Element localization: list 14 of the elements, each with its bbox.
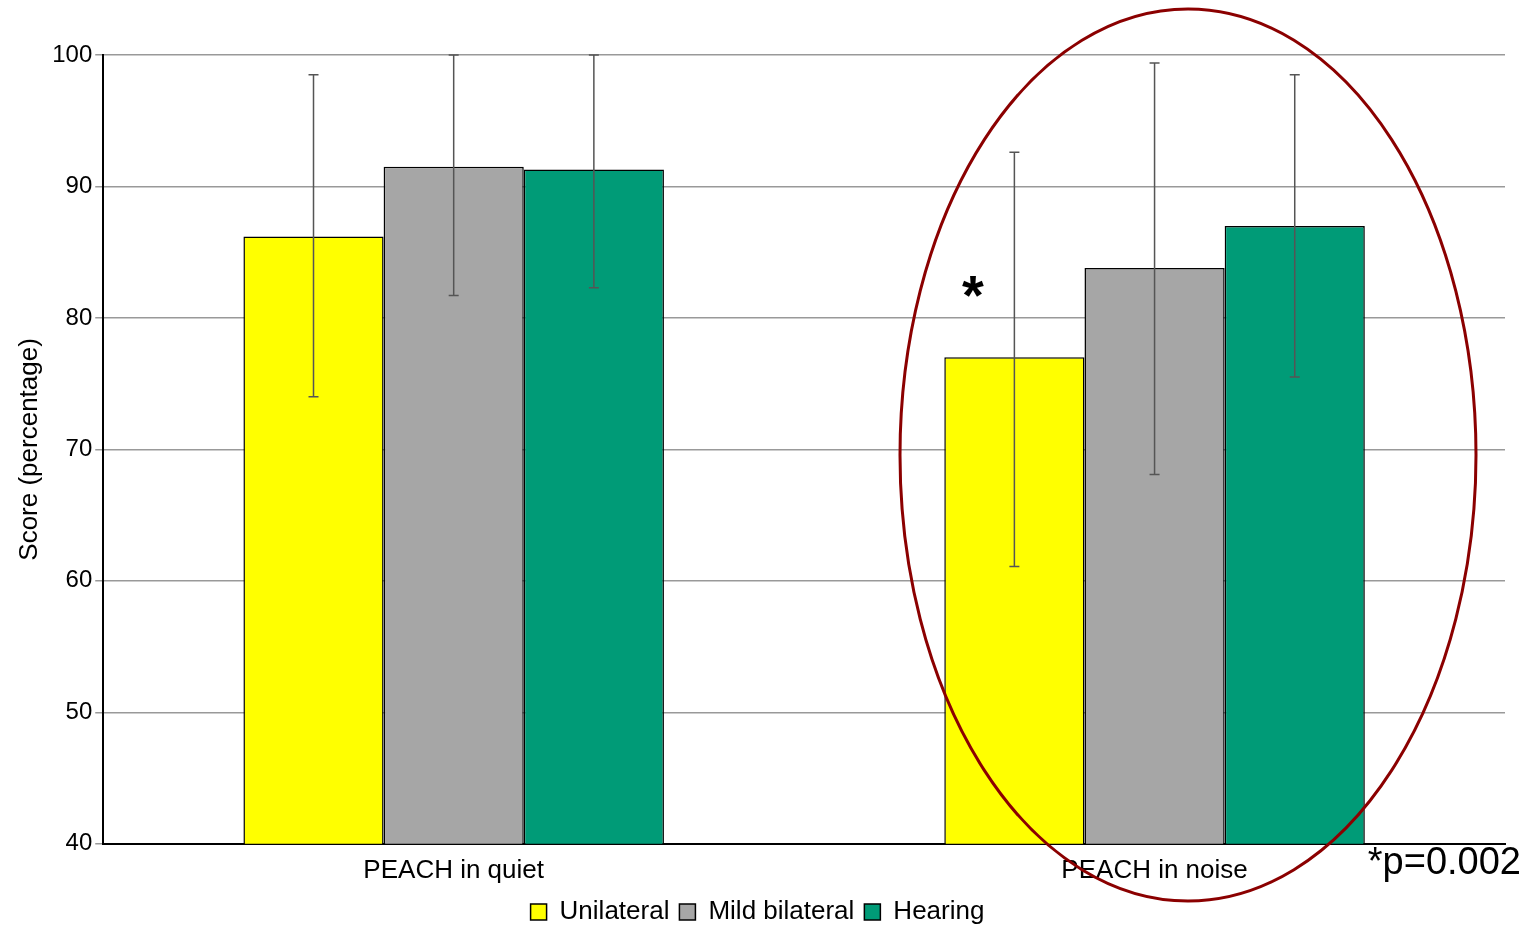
- y-tick-label: 90: [65, 171, 93, 199]
- y-tick-label: 50: [65, 696, 93, 724]
- y-tick-label: 70: [65, 434, 93, 462]
- y-axis-title: Score (percentage): [12, 338, 43, 561]
- legend-label: Hearing: [893, 895, 985, 926]
- annotation: *: [962, 262, 984, 327]
- x-tick-label: PEACH in quiet: [363, 853, 545, 884]
- legend-label: Unilateral: [559, 895, 670, 926]
- annotation: *p=0.002: [1367, 840, 1521, 883]
- y-tick-label: 40: [65, 828, 93, 856]
- legend-label: Mild bilateral: [708, 895, 855, 926]
- y-tick-label: 80: [65, 302, 93, 330]
- y-tick-label: 60: [65, 565, 93, 593]
- y-tick-label: 100: [52, 39, 93, 67]
